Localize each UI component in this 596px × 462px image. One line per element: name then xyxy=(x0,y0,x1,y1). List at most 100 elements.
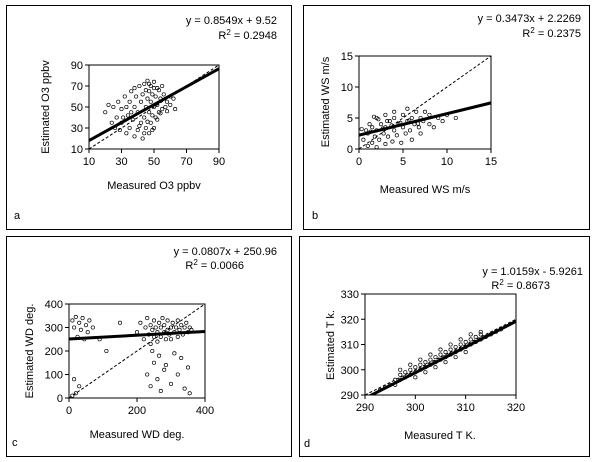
y-tick-label: 50 xyxy=(71,102,83,114)
data-point xyxy=(151,318,157,323)
plot-area xyxy=(359,56,491,149)
data-point xyxy=(398,372,403,377)
data-point xyxy=(383,112,388,117)
plot-area xyxy=(89,65,219,149)
panel-letter: c xyxy=(12,437,18,449)
data-point xyxy=(453,115,458,121)
data-point xyxy=(73,391,78,396)
data-point xyxy=(90,325,95,330)
y-tick-label: 0 xyxy=(57,393,63,405)
data-point xyxy=(80,316,85,321)
data-point xyxy=(141,337,146,342)
regression-equation: y = 1.0159x - 5.9261 xyxy=(482,266,583,278)
data-point xyxy=(142,115,147,120)
data-point xyxy=(150,128,155,133)
data-point xyxy=(143,88,148,93)
data-point xyxy=(70,393,75,398)
panel-letter: d xyxy=(304,438,310,450)
data-point xyxy=(370,125,375,130)
data-point xyxy=(153,325,158,330)
y-tick-label: 70 xyxy=(71,81,83,93)
x-tick-label: 90 xyxy=(213,156,225,168)
data-point xyxy=(124,104,129,110)
data-point xyxy=(129,89,134,94)
data-point xyxy=(418,357,423,362)
data-point xyxy=(400,112,406,117)
regression-line xyxy=(89,67,219,142)
data-point xyxy=(172,351,177,356)
x-tick-label: 0 xyxy=(356,156,362,168)
data-point xyxy=(438,347,443,352)
data-point xyxy=(114,115,119,120)
data-point xyxy=(77,384,82,389)
data-point xyxy=(78,327,83,332)
panel-letter: b xyxy=(312,210,318,222)
data-point xyxy=(138,320,143,325)
data-point xyxy=(158,388,163,394)
y-axis-label: Estimated WD deg. xyxy=(24,304,36,399)
r-squared-label: R2 = 0.8673 xyxy=(491,278,550,292)
data-point xyxy=(423,360,428,365)
x-tick-label: 310 xyxy=(456,402,474,414)
data-point xyxy=(374,145,379,149)
data-point xyxy=(122,94,127,99)
data-point xyxy=(158,325,163,330)
data-point xyxy=(158,111,163,116)
data-point xyxy=(463,350,468,355)
data-point xyxy=(377,137,382,142)
data-point xyxy=(127,125,132,131)
x-axis-label: Measured O3 ppbv xyxy=(107,180,201,192)
data-point xyxy=(443,360,448,365)
data-point xyxy=(392,128,397,133)
data-point xyxy=(182,386,187,391)
data-point xyxy=(73,314,78,319)
plot-area xyxy=(365,318,516,395)
data-point xyxy=(398,367,403,372)
data-point xyxy=(145,78,150,83)
data-point xyxy=(164,109,170,114)
data-point xyxy=(458,337,463,342)
data-point xyxy=(77,320,82,325)
data-point xyxy=(173,107,178,112)
y-tick-label: 15 xyxy=(341,51,353,63)
data-point xyxy=(403,131,408,136)
data-point xyxy=(72,377,77,382)
data-point xyxy=(143,125,148,131)
data-point xyxy=(448,342,453,347)
data-point xyxy=(433,365,438,370)
data-point xyxy=(137,123,142,128)
data-point xyxy=(378,122,384,127)
data-point xyxy=(428,352,433,357)
y-tick-label: 90 xyxy=(71,60,83,72)
data-point xyxy=(145,316,150,321)
data-point xyxy=(179,323,184,328)
data-point xyxy=(175,318,180,323)
data-point xyxy=(135,128,140,133)
data-point xyxy=(143,325,148,330)
data-point xyxy=(387,119,392,124)
data-point xyxy=(163,363,168,368)
y-tick-label: 400 xyxy=(45,299,63,311)
data-point xyxy=(148,341,153,347)
x-axis-label: Measured T K. xyxy=(404,430,476,442)
data-point xyxy=(163,104,168,110)
data-point xyxy=(468,337,473,342)
data-point xyxy=(162,367,167,372)
data-point xyxy=(155,377,160,382)
data-point xyxy=(168,325,174,330)
data-point xyxy=(148,99,153,104)
data-point xyxy=(145,96,150,101)
data-point xyxy=(119,107,124,112)
identity-line xyxy=(359,56,491,149)
r-squared-label: R2 = 0.2375 xyxy=(522,26,581,40)
data-point xyxy=(148,323,153,328)
identity-line xyxy=(365,318,516,395)
data-point xyxy=(103,110,108,115)
data-point xyxy=(168,102,173,107)
data-point xyxy=(175,372,180,377)
data-point xyxy=(413,375,418,380)
data-point xyxy=(443,350,448,355)
data-point xyxy=(164,99,170,104)
data-point xyxy=(168,381,174,386)
data-point xyxy=(463,339,468,345)
